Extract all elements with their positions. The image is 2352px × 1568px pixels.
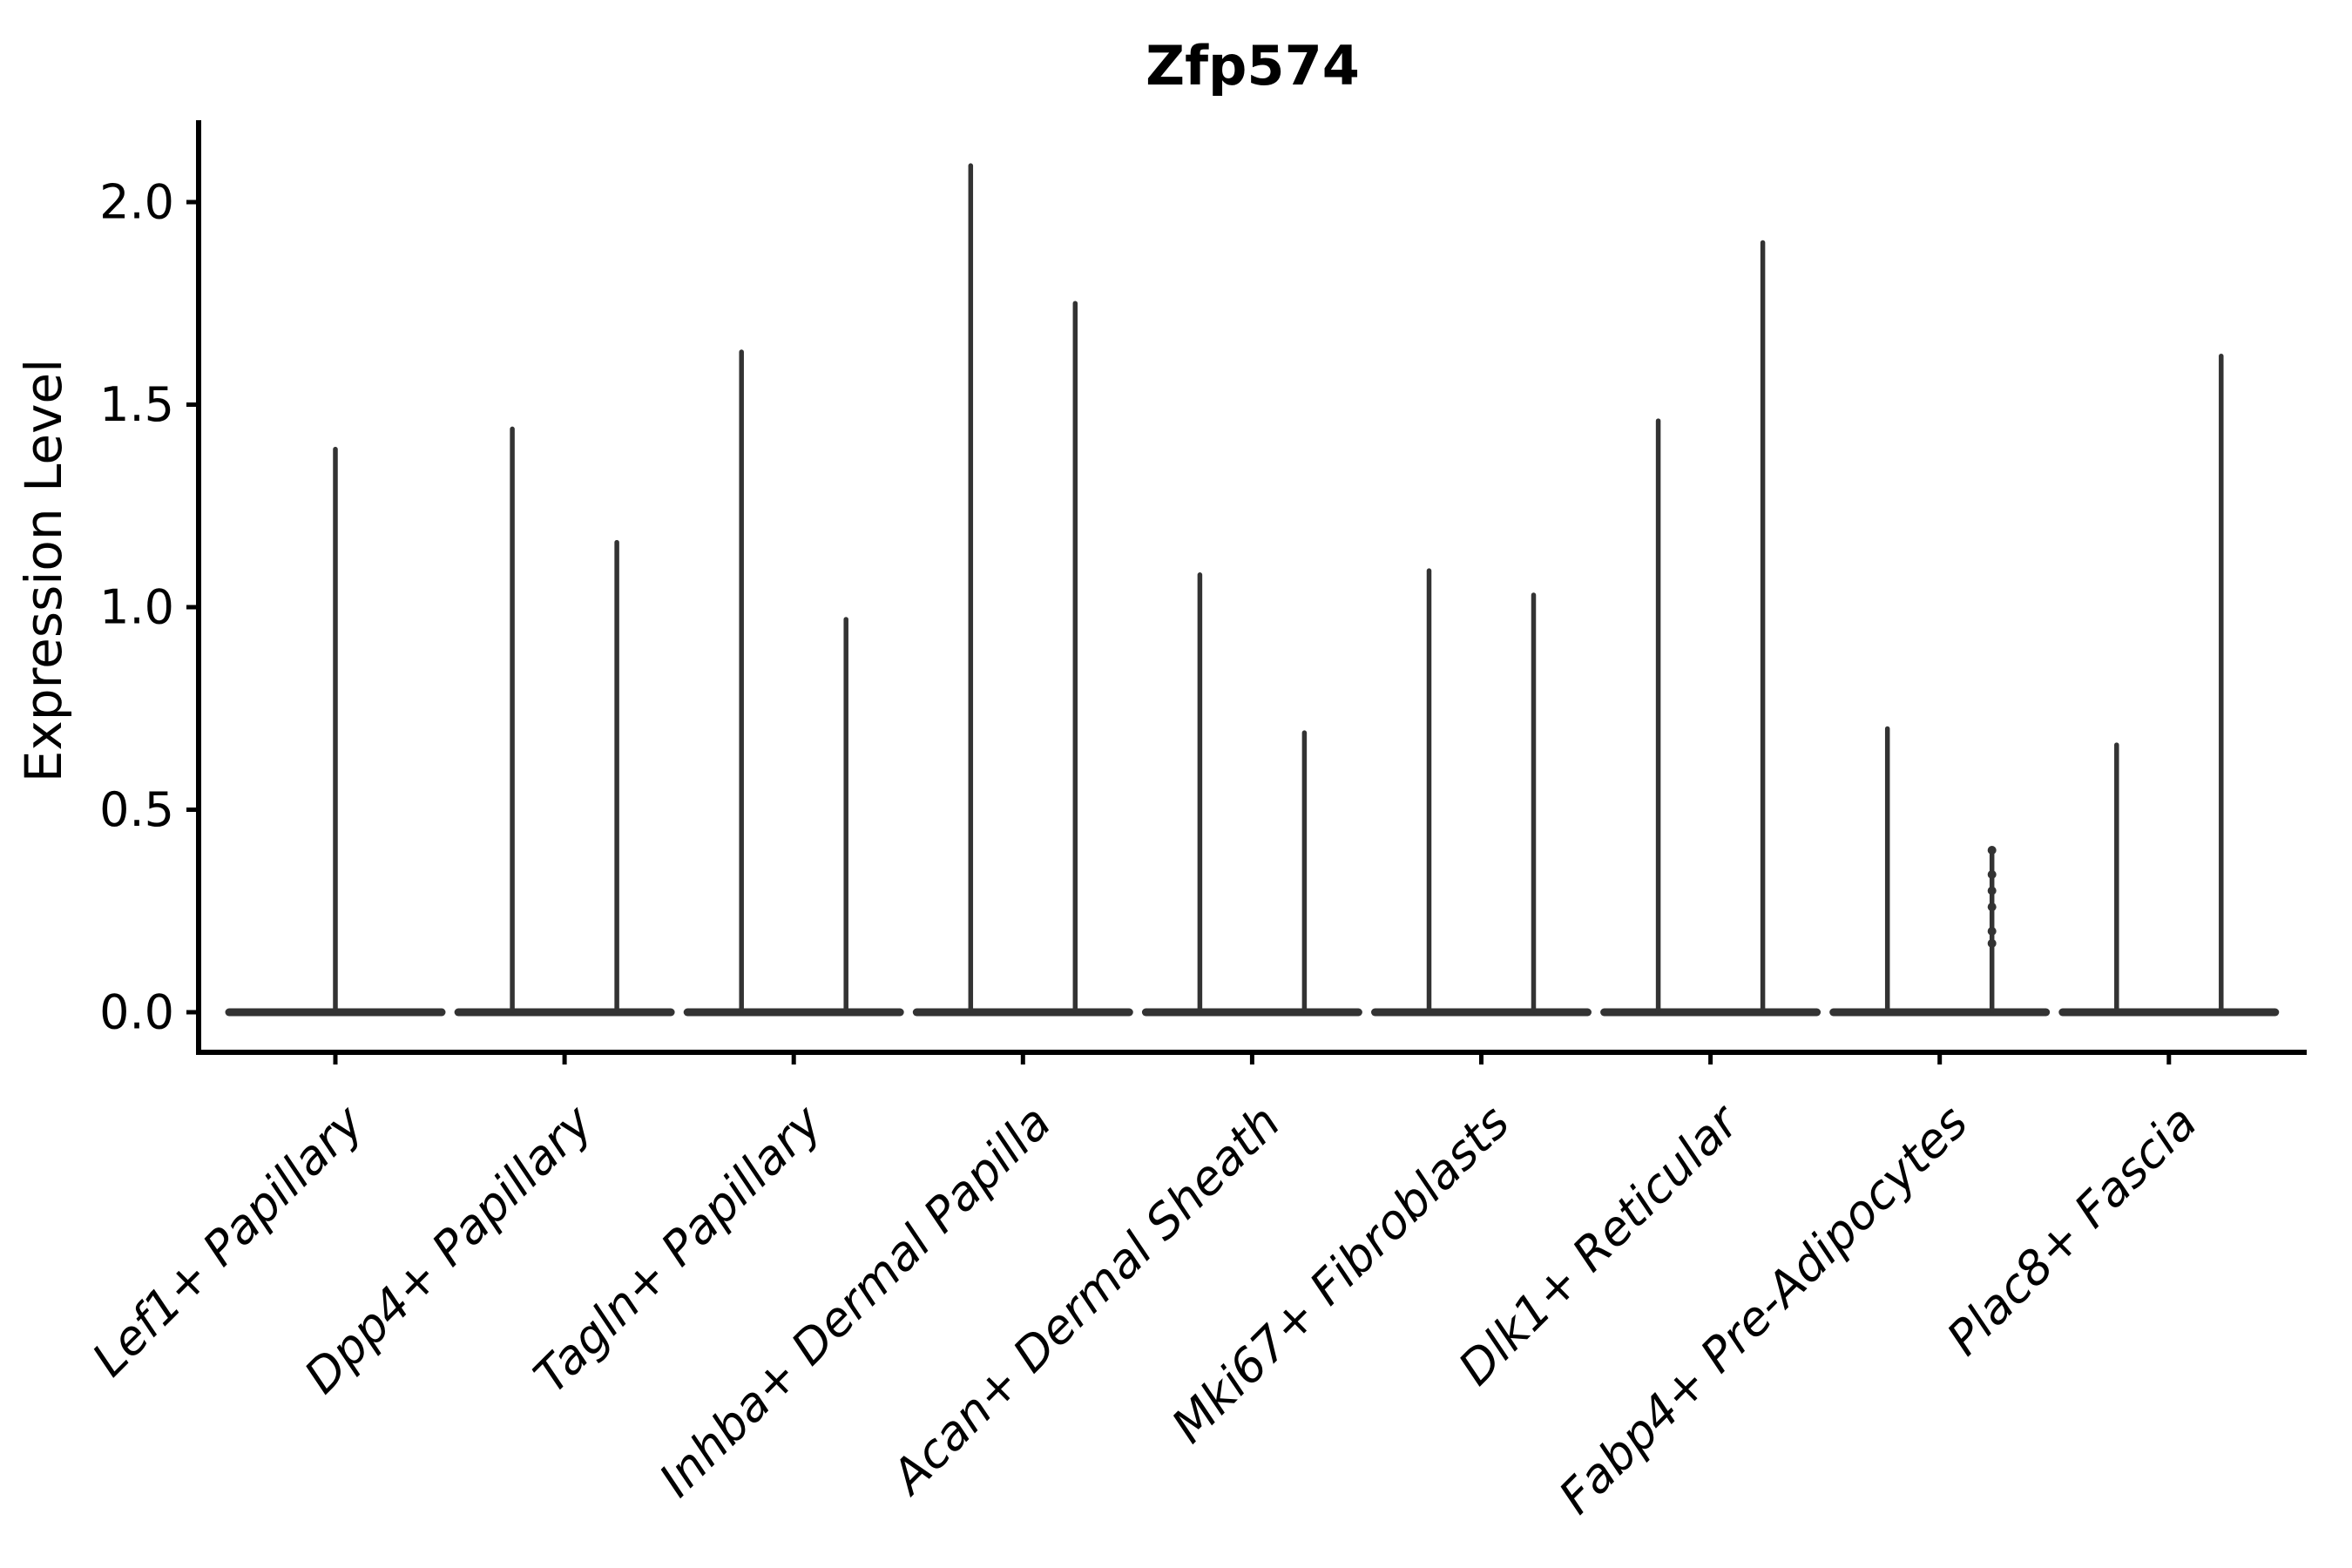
violin-dot [1987,846,1997,855]
violin-dot [1987,886,1997,896]
x-tick-label: Inhba+ Dermal Papilla [649,1095,1062,1508]
y-axis-ticks: 0.0 0.5 1.0 1.5 2.0 [99,175,199,1040]
y-tick-label: 1.0 [99,580,174,635]
chart-title: Zfp574 [1146,34,1360,98]
y-tick-label: 1.5 [99,377,174,432]
violin-dot [1987,927,1997,936]
y-tick-label: 0.5 [99,782,174,837]
violins-group [225,163,2280,1017]
violin-dot [1987,869,1997,879]
y-tick-label: 0.0 [99,985,174,1040]
x-tick-label: Acan+ Dermal Sheath [880,1095,1291,1506]
violin-dot [1987,938,1997,948]
violin-dot [1987,902,1997,912]
x-tick-label: Fabp4+ Pre-Adipocytes [1549,1095,1978,1524]
y-axis-label: Expression Level [14,359,73,782]
x-tick-label: Plac8+ Fascia [1936,1095,2207,1366]
y-tick-label: 2.0 [99,175,174,230]
